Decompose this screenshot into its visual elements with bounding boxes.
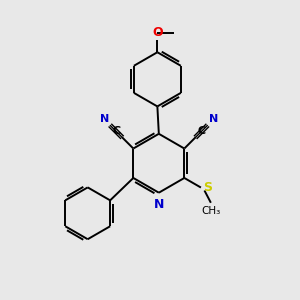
Text: C: C [197, 126, 206, 136]
Text: CH₃: CH₃ [201, 206, 220, 216]
Text: N: N [209, 114, 218, 124]
Text: N: N [154, 198, 164, 211]
Text: O: O [152, 26, 163, 39]
Text: C: C [112, 126, 120, 136]
Text: N: N [100, 114, 109, 124]
Text: S: S [203, 181, 212, 194]
